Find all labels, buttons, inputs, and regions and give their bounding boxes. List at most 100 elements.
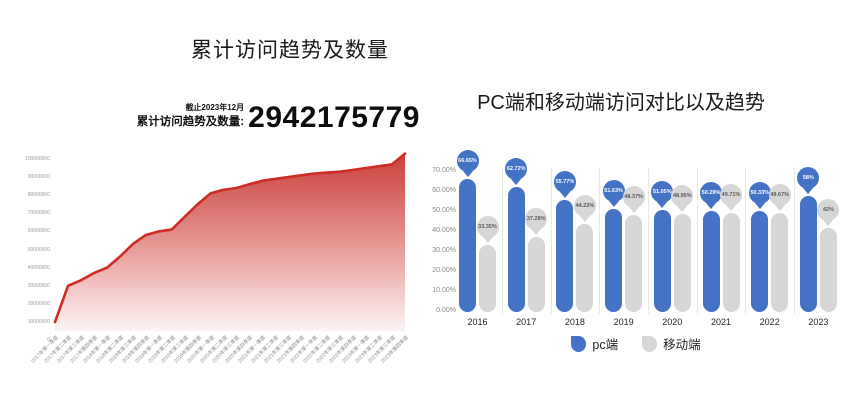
left-y-tick: 30000000 [27,282,50,289]
legend-droplet-icon [571,335,587,352]
移动端-bar-2020[interactable] [673,214,691,312]
legend-droplet-icon [642,335,658,352]
right-y-tick: 10.00% [432,287,456,294]
bubble-tail [657,201,668,208]
bubble-tail [559,192,570,199]
right-x-tick-2019: 2019 [613,317,634,327]
area-series-line[interactable] [53,152,407,324]
group-divider [599,168,601,314]
stat-label: 累计访问趋势及数量: [136,116,245,128]
bubble-tail [628,207,639,214]
stat-date-note: 截止2023年12月 [185,103,245,112]
value-bubble-移动端-2017: 37.28% [525,208,548,236]
left-y-tick: 50000000 [27,246,50,253]
legend-item-pc端[interactable]: pc端 [571,334,618,353]
legend-label: 移动端 [663,338,701,352]
value-bubble-移动端-2016: 33.35% [476,216,499,244]
right-y-tick: 60.00% [432,187,456,194]
area-chart-canvas[interactable] [0,0,426,411]
legend: pc端 移动端 [426,334,846,353]
right-x-tick-2017: 2017 [516,317,537,327]
bubble-tail [774,204,785,211]
移动端-bar-2019[interactable] [625,215,643,312]
value-bubble-pc端-2018: 55.77% [553,171,576,199]
value-bubble-移动端-2021: 49.71% [720,183,742,211]
bubble-tail [531,229,542,236]
right-x-tick-2018: 2018 [564,317,585,327]
bubble-tail [579,215,590,222]
left-y-tick: 40000000 [27,264,50,271]
value-bubble-移动端-2020: 48.95% [671,185,694,213]
value-bubble-pc端-2020: 51.05% [651,180,674,208]
right-y-tick: 40.00% [432,227,456,234]
left-y-tick: 90000000 [27,174,50,181]
pc端-bar-2021[interactable] [702,211,720,312]
bubble-tail [803,188,814,194]
pc端-bar-2020[interactable] [653,209,671,312]
left-y-tick: 70000000 [27,210,50,217]
移动端-bar-2022[interactable] [771,212,789,312]
移动端-bar-2017[interactable] [527,237,545,312]
pc端-bar-2016[interactable] [459,178,476,312]
pc-mobile-comparison-chart: PC端和移动端访问对比以及趋势 70.00% 60.00% 50.00% 40.00%… [426,0,852,411]
移动端-bar-2016[interactable] [479,245,496,312]
bubble-tail [754,203,765,210]
bubble-tail [462,170,473,177]
value-bubble-pc端-2022: 50.33% [748,182,771,210]
right-y-tick: 70.00% [432,167,456,174]
pc端-bar-2018[interactable] [556,200,574,312]
right-y-tick: 50.00% [432,207,456,214]
value-bubble-pc端-2023: 58% [797,167,820,194]
value-bubble-pc端-2016: 66.65% [456,149,479,177]
pc端-bar-2023[interactable] [799,196,817,312]
right-x-tick-2016: 2016 [467,317,488,327]
bubble-tail [726,204,736,211]
value-bubble-移动端-2018: 44.23% [573,194,596,222]
area-series-fill[interactable] [55,153,405,331]
legend-label: pc端 [592,338,619,352]
left-y-tick: 10000000 [27,318,50,325]
pc端-bar-2017[interactable] [507,186,525,312]
value-bubble-pc端-2017: 62.72% [505,157,528,185]
移动端-bar-2023[interactable] [819,228,837,312]
value-bubble-移动端-2022: 49.67% [768,183,791,211]
right-y-tick: 30.00% [432,247,456,254]
left-y-tick: 60000000 [27,228,50,235]
移动端-bar-2021[interactable] [722,212,740,312]
legend-item-移动端[interactable]: 移动端 [642,334,701,353]
right-x-tick-2021: 2021 [710,317,732,327]
left-y-tick: 100000000 [24,155,50,162]
bubble-tail [706,203,716,210]
pc端-bar-2019[interactable] [605,208,623,312]
pc端-bar-2022[interactable] [751,211,769,312]
bubble-tail [482,237,493,244]
bubble-tail [823,220,834,226]
right-x-tick-2023: 2023 [808,317,829,327]
cumulative-stat: 截止2023年12月 累计访问趋势及数量: 2942175779 [120,102,420,132]
right-y-tick: 0.00% [436,307,456,314]
value-bubble-pc端-2019: 51.63% [602,179,625,207]
right-x-tick-2022: 2022 [759,317,780,327]
bubble-tail [511,178,522,185]
left-y-tick: 80000000 [27,192,50,199]
left-chart-title: 累计访问趋势及数量 [191,39,389,62]
bubble-tail [677,206,688,213]
right-y-tick: 20.00% [432,267,456,274]
value-bubble-移动端-2023: 42% [817,199,840,226]
bubble-tail [608,200,619,207]
group-divider [696,168,698,314]
value-bubble-移动端-2019: 48.37% [622,186,645,214]
left-y-tick: 20000000 [27,300,50,307]
right-x-tick-2020: 2020 [662,317,683,327]
right-chart-title: PC端和移动端访问对比以及趋势 [477,92,765,114]
group-divider [745,168,747,314]
stat-value: 2942175779 [248,100,420,134]
group-divider [501,168,503,314]
group-divider [647,168,649,314]
cumulative-visits-chart: 累计访问趋势及数量 截止2023年12月 累计访问趋势及数量: 29421757… [0,0,426,411]
group-divider [550,168,552,314]
value-bubble-pc端-2021: 50.29% [700,182,722,210]
group-divider [794,168,796,314]
left-y-tick: 0 [47,337,50,344]
移动端-bar-2018[interactable] [576,223,594,312]
